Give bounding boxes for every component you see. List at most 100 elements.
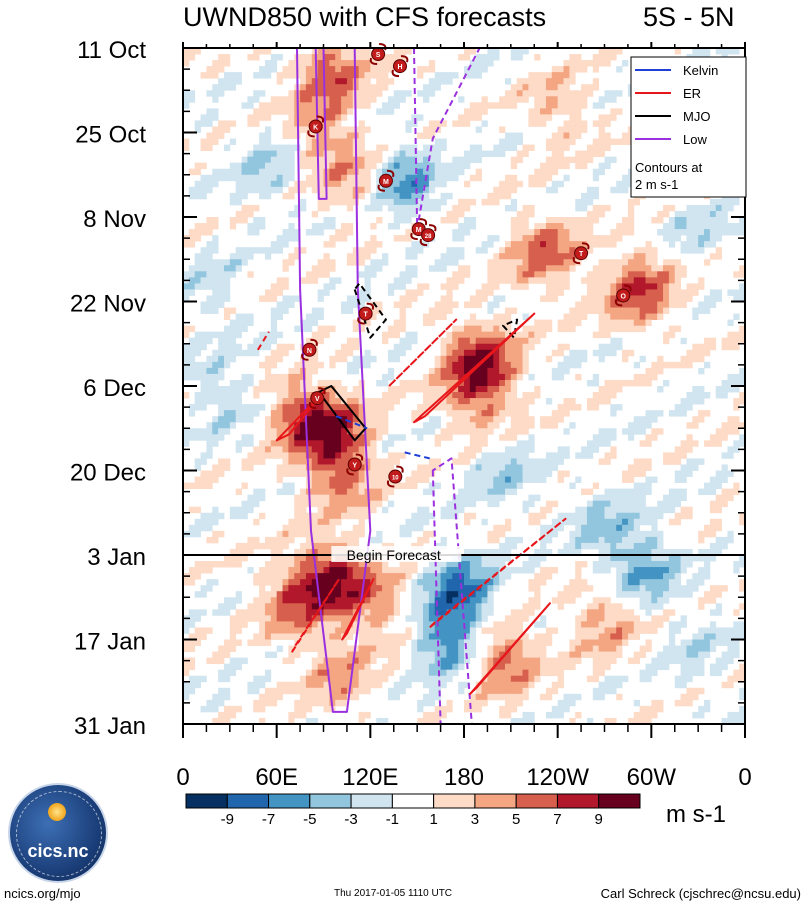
anomaly-cell xyxy=(346,597,354,604)
anomaly-cell xyxy=(733,416,740,423)
anomaly-cell xyxy=(282,373,289,381)
anomaly-cell xyxy=(516,446,523,453)
anomaly-cell xyxy=(270,156,278,164)
anomaly-cell xyxy=(423,379,430,387)
anomaly-cell xyxy=(551,530,559,538)
anomaly-cell xyxy=(200,482,207,490)
anomaly-cell xyxy=(563,591,570,598)
anomaly-cell xyxy=(364,168,371,176)
anomaly-cell xyxy=(464,573,471,580)
anomaly-cell xyxy=(493,235,500,242)
anomaly-cell xyxy=(387,585,395,592)
anomaly-cell xyxy=(341,168,348,176)
anomaly-cell xyxy=(522,331,529,339)
anomaly-cell xyxy=(317,536,324,544)
anomaly-cell xyxy=(434,150,441,158)
anomaly-cell xyxy=(364,416,371,423)
anomaly-cell xyxy=(680,548,687,556)
anomaly-cell xyxy=(235,416,242,423)
anomaly-cell xyxy=(329,524,336,532)
anomaly-cell xyxy=(452,120,459,127)
anomaly-cell xyxy=(510,180,518,188)
anomaly-cell xyxy=(305,615,313,622)
anomaly-cell xyxy=(516,210,523,218)
anomaly-cell xyxy=(604,319,611,327)
anomaly-cell xyxy=(405,295,412,302)
anomaly-cell xyxy=(627,265,635,272)
anomaly-cell xyxy=(423,536,430,544)
anomaly-cell xyxy=(276,615,283,622)
anomaly-cell xyxy=(598,307,605,314)
anomaly-cell xyxy=(440,295,447,302)
anomaly-cell xyxy=(464,494,471,502)
anomaly-cell xyxy=(183,48,190,55)
anomaly-cell xyxy=(499,102,506,109)
anomaly-cell xyxy=(288,186,295,194)
anomaly-cell xyxy=(282,265,289,272)
anomaly-cell xyxy=(411,271,418,278)
anomaly-cell xyxy=(569,60,576,67)
anomaly-cell xyxy=(229,168,237,176)
anomaly-cell xyxy=(475,355,482,363)
anomaly-cell xyxy=(417,585,424,592)
anomaly-cell xyxy=(364,66,371,73)
anomaly-cell xyxy=(440,217,447,224)
anomaly-cell xyxy=(294,561,301,568)
anomaly-cell xyxy=(499,253,506,260)
anomaly-cell xyxy=(229,416,237,423)
anomaly-cell xyxy=(259,156,266,164)
anomaly-cell xyxy=(305,416,313,423)
anomaly-cell xyxy=(510,48,518,55)
anomaly-cell xyxy=(440,603,447,610)
anomaly-cell xyxy=(516,355,523,363)
anomaly-cell xyxy=(183,289,190,296)
anomaly-cell xyxy=(311,355,319,363)
anomaly-cell xyxy=(335,591,342,598)
anomaly-cell xyxy=(423,573,430,580)
anomaly-cell xyxy=(627,591,635,598)
anomaly-cell xyxy=(452,597,459,604)
anomaly-cell xyxy=(481,476,488,483)
anomaly-cell xyxy=(586,446,594,453)
anomaly-cell xyxy=(194,343,201,351)
anomaly-cell xyxy=(200,72,207,79)
anomaly-cell xyxy=(305,114,313,121)
anomaly-cell xyxy=(376,615,383,622)
anomaly-cell xyxy=(592,235,600,242)
anomaly-cell xyxy=(581,90,588,97)
anomaly-cell xyxy=(452,217,459,224)
anomaly-cell xyxy=(522,337,529,345)
anomaly-cell xyxy=(510,138,518,145)
anomaly-cell xyxy=(323,66,330,73)
anomaly-cell xyxy=(493,404,500,411)
anomaly-cell xyxy=(639,428,646,435)
anomaly-cell xyxy=(698,343,705,351)
anomaly-cell xyxy=(452,343,459,351)
anomaly-cell xyxy=(235,217,242,224)
anomaly-cell xyxy=(194,428,201,435)
anomaly-cell xyxy=(270,361,278,369)
anomaly-cell xyxy=(311,609,319,616)
anomaly-cell xyxy=(305,518,313,526)
anomaly-cell xyxy=(253,392,260,399)
anomaly-cell xyxy=(610,337,617,345)
anomaly-cell xyxy=(686,434,693,441)
anomaly-cell xyxy=(674,265,681,272)
anomaly-cell xyxy=(510,337,518,345)
anomaly-cell xyxy=(551,597,559,604)
anomaly-cell xyxy=(616,561,623,568)
anomaly-cell xyxy=(434,373,441,381)
anomaly-cell xyxy=(282,422,289,429)
anomaly-cell xyxy=(405,156,412,164)
anomaly-cell xyxy=(417,379,424,387)
anomaly-cell xyxy=(259,295,266,302)
anomaly-cell xyxy=(645,253,652,260)
anomaly-cell xyxy=(575,126,582,133)
anomaly-cell xyxy=(622,138,629,145)
anomaly-cell xyxy=(540,422,547,429)
anomaly-cell xyxy=(294,470,301,477)
anomaly-cell xyxy=(434,416,441,423)
anomaly-cell xyxy=(522,144,529,152)
anomaly-cell xyxy=(247,156,254,164)
anomaly-cell xyxy=(663,223,670,230)
